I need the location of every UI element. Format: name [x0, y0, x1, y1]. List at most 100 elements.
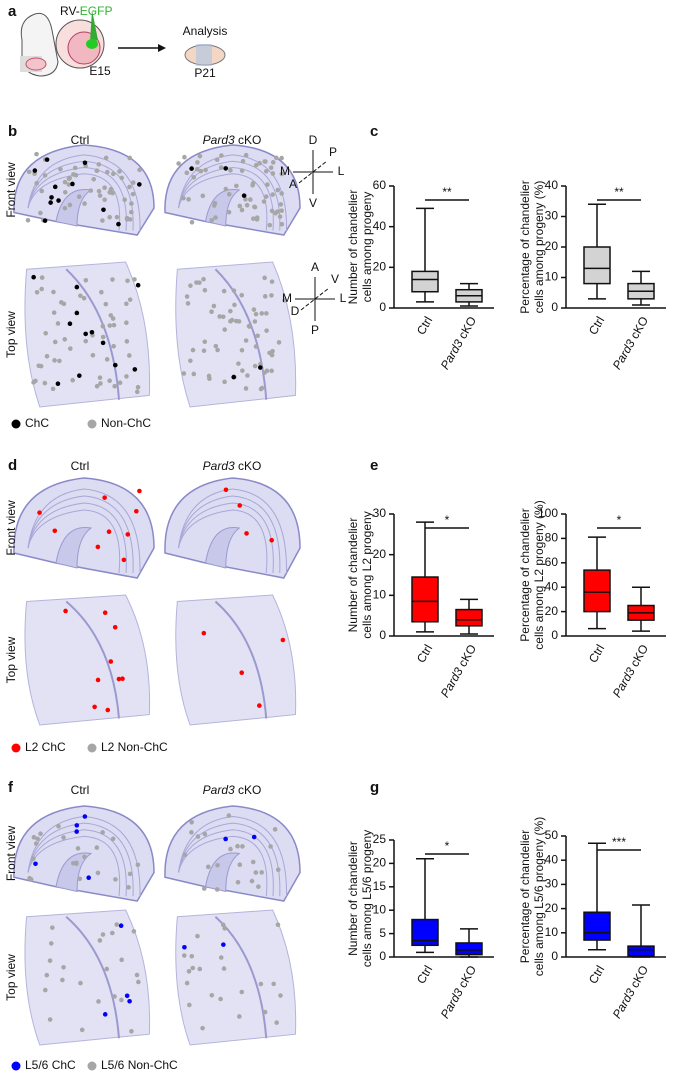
cell-dot: [191, 371, 197, 377]
cell-dot: [49, 195, 54, 200]
box-chart: 0 10 20 30 40 50 Percentage of chandelier cells…: [518, 817, 666, 1021]
cell-dot: [182, 944, 187, 950]
cell-dot: [261, 199, 267, 204]
cell-dot: [97, 938, 103, 943]
cell-dot: [254, 217, 260, 222]
cell-dot: [195, 933, 200, 939]
cell-dot: [279, 155, 284, 161]
cell-dot: [203, 167, 208, 173]
cell-dot: [33, 378, 38, 384]
cell-dot: [262, 294, 268, 299]
cell-dot: [31, 834, 37, 840]
egfp-spot: [86, 39, 98, 49]
significance: ***: [612, 835, 626, 849]
cell-dot: [71, 172, 76, 177]
layer-contour: [178, 835, 268, 897]
cell-dot: [52, 528, 58, 534]
y-tick-label: 40: [545, 579, 559, 593]
top-view-brain: [175, 261, 297, 408]
cell-dot: [137, 182, 142, 187]
cell-dot: [111, 322, 117, 328]
cell-dot: [83, 338, 89, 344]
cell-dot: [110, 277, 115, 282]
cell-dot: [48, 200, 53, 205]
cell-dot: [257, 703, 262, 708]
cell-dot: [202, 831, 208, 837]
cell-dot: [100, 323, 106, 329]
x-tick-label: Pard3 cKO: [610, 642, 651, 700]
cell-dot: [235, 843, 240, 849]
cell-dot: [234, 183, 239, 189]
cell-dot: [44, 157, 50, 162]
layer-contour: [27, 488, 141, 574]
view-label: Top view: [4, 954, 18, 1001]
cell-dot: [61, 964, 66, 970]
y-tick-label: 20: [373, 856, 387, 870]
cell-dot: [181, 371, 187, 376]
cell-dot: [39, 286, 44, 292]
midline: [214, 600, 268, 719]
cell-dot: [232, 302, 237, 308]
condition-label: Pard3 cKO: [203, 459, 262, 473]
legend-label: L2 ChC: [25, 740, 66, 754]
cell-dot: [124, 374, 129, 379]
cell-dot: [246, 323, 252, 329]
cell-dot: [269, 293, 274, 298]
cell-dot: [110, 930, 115, 936]
y-tick-label: 10: [545, 925, 559, 939]
layer-contour: [27, 829, 127, 897]
y-axis-label: Percentage of chandelier: [518, 180, 532, 313]
cell-dot: [99, 289, 104, 295]
cell-dot: [101, 207, 106, 213]
view-label: Front view: [4, 162, 18, 218]
cell-dot: [244, 531, 249, 536]
y-tick-label: 15: [373, 879, 387, 893]
cell-dot: [262, 275, 267, 281]
cell-dot: [110, 836, 116, 842]
cell-dot: [189, 953, 195, 959]
cell-dot: [91, 176, 97, 182]
layer-contour: [27, 835, 121, 897]
cell-dot: [48, 941, 54, 946]
cell-dot: [237, 503, 243, 508]
cell-dot: [60, 977, 65, 983]
cell-dot: [39, 275, 45, 280]
cell-dot: [186, 197, 191, 202]
cell-dot: [249, 878, 255, 884]
cell-dot: [127, 297, 133, 302]
cell-dot: [127, 871, 133, 877]
cell-dot: [259, 870, 265, 875]
cell-dot: [200, 193, 206, 199]
cell-dot: [62, 337, 68, 342]
view-label: Top view: [4, 636, 18, 683]
cell-dot: [243, 197, 248, 202]
cell-dot: [258, 365, 263, 370]
cell-dot: [110, 171, 116, 177]
cell-dot: [279, 171, 285, 177]
cell-dot: [63, 608, 68, 614]
cell-dot: [223, 166, 229, 171]
layer-contour: [178, 166, 274, 231]
x-tick-label: Ctrl: [414, 642, 435, 665]
layer-contour: [27, 173, 121, 231]
legend-dot: [87, 419, 97, 429]
cell-dot: [240, 158, 246, 164]
cell-dot: [250, 180, 256, 186]
cell-dot: [105, 169, 110, 175]
cell-dot: [74, 310, 80, 316]
x-tick-label: Ctrl: [586, 642, 607, 665]
legend-label: L2 Non-ChC: [101, 740, 168, 754]
cell-dot: [89, 329, 95, 335]
cell-dot: [215, 862, 220, 868]
axis-direction: D: [309, 133, 318, 147]
box-chart: 0 10 20 30 40 Percentage of chandelier cells a…: [518, 178, 666, 372]
cell-dot: [272, 827, 278, 832]
cell-dot: [209, 992, 215, 998]
cell-dot: [61, 301, 67, 307]
cell-dot: [197, 153, 203, 159]
top-view-brain: [175, 909, 297, 1046]
panel-a: a RV-EGFP E15 Analysis P21: [8, 3, 227, 80]
cell-dot: [211, 203, 217, 208]
cell-dot: [221, 288, 227, 294]
cell-dot: [110, 190, 115, 196]
